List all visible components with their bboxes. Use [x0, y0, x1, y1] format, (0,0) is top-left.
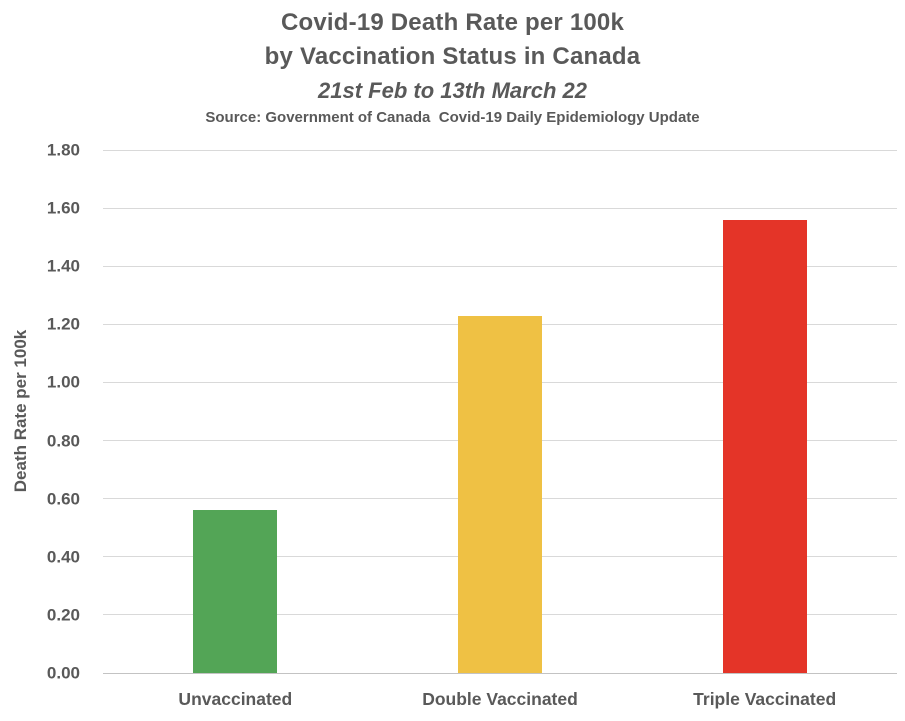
- y-tick-label: 1.60: [46, 198, 80, 218]
- bar-unvaccinated: [193, 510, 278, 673]
- bar-double-vaccinated: [458, 316, 542, 673]
- y-tick-label: 0.60: [46, 489, 80, 509]
- y-tick-label: 0.40: [46, 547, 80, 567]
- bar-triple-vaccinated: [722, 220, 807, 673]
- x-category-label: Double Vaccinated: [422, 689, 578, 709]
- y-tick-label: 1.40: [46, 256, 80, 276]
- gridline: [103, 149, 897, 151]
- y-tick-label: 0.80: [46, 431, 80, 451]
- chart-title-line1: Covid-19 Death Rate per 100k: [280, 9, 625, 36]
- y-tick-label: 0.20: [46, 605, 80, 625]
- gridline: [103, 265, 897, 267]
- y-tick-label: 1.00: [46, 372, 80, 392]
- y-tick-label: 1.20: [46, 314, 80, 334]
- x-axis-line: [103, 672, 897, 674]
- y-axis-title: Death Rate per 100k: [11, 329, 30, 493]
- chart-subtitle: 21st Feb to 13th March 22: [318, 78, 587, 103]
- y-tick-label: 0.00: [46, 663, 80, 683]
- x-category-label: Unvaccinated: [178, 689, 293, 709]
- plot-area: [103, 149, 897, 674]
- gridline: [103, 207, 897, 209]
- y-tick-label: 1.80: [46, 140, 80, 160]
- chart-title-line2: by Vaccination Status in Canada: [264, 43, 641, 70]
- chart-source: Source: Government of Canada Covid-19 Da…: [205, 109, 700, 126]
- chart-header: Covid-19 Death Rate per 100k by Vaccinat…: [0, 6, 905, 129]
- x-category-label: Triple Vaccinated: [693, 689, 837, 709]
